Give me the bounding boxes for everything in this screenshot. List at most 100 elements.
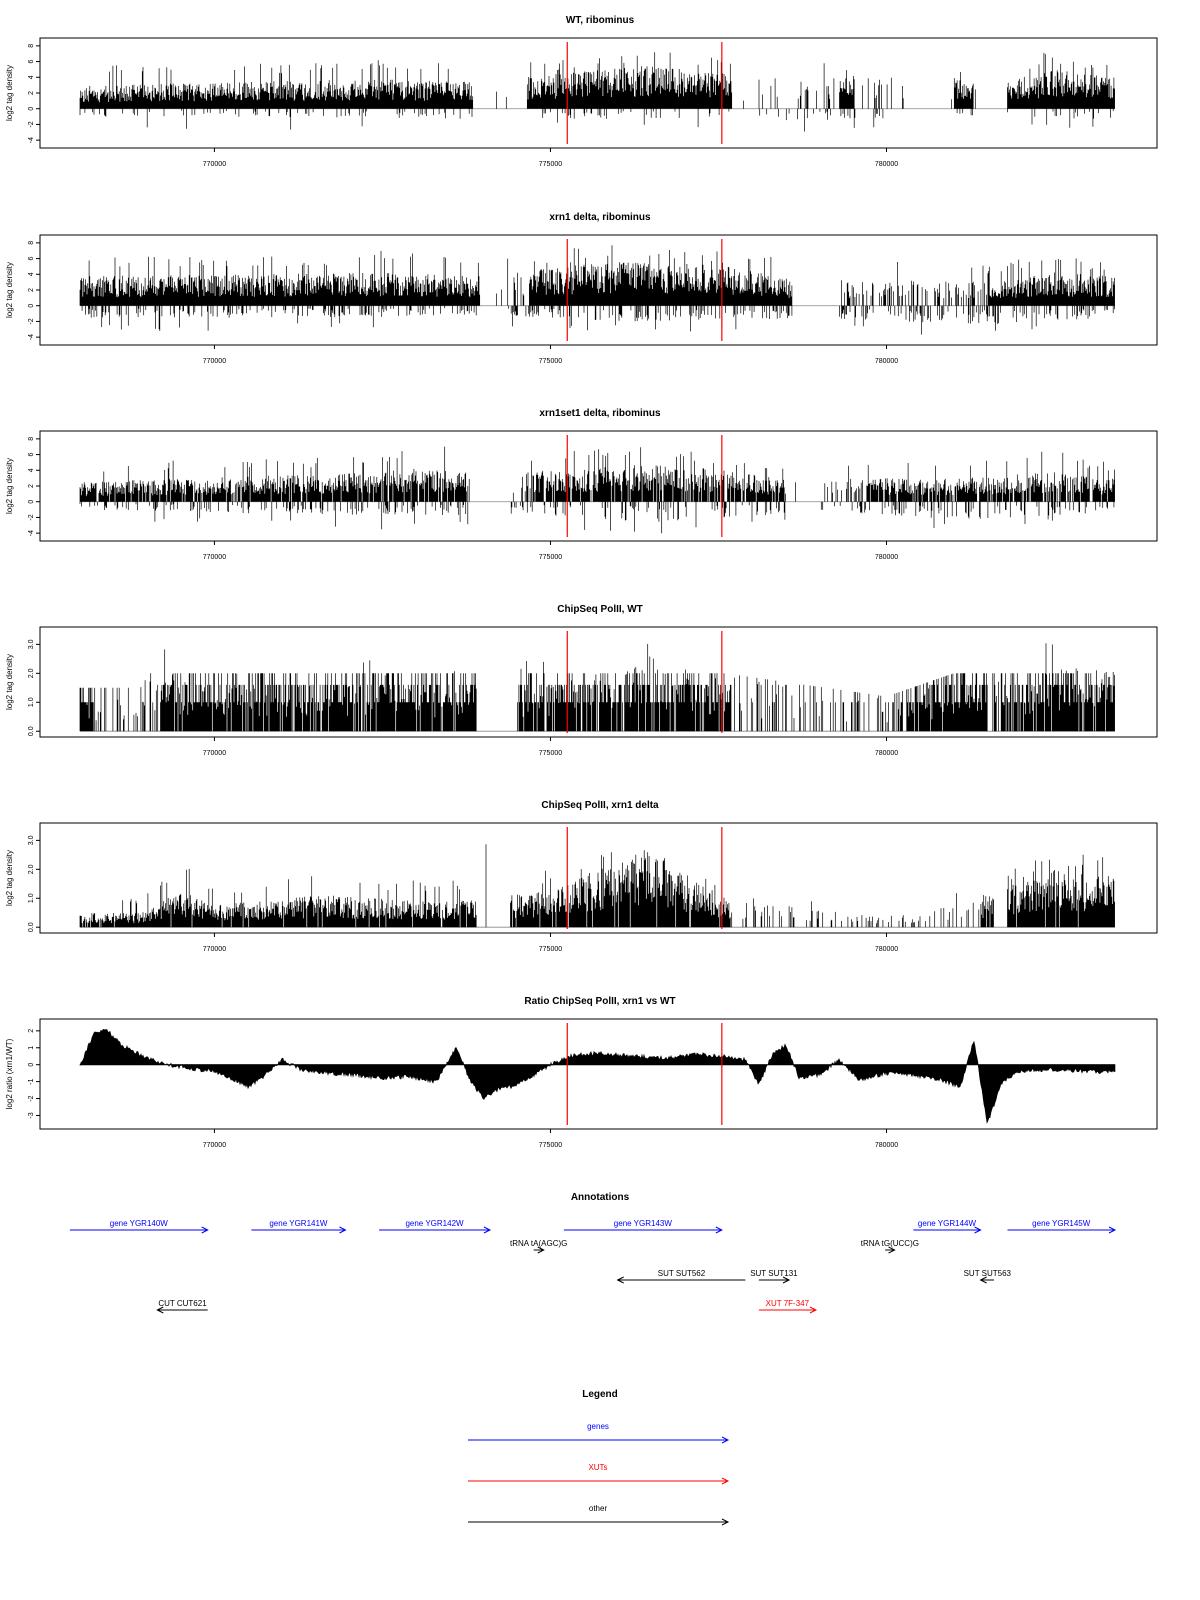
feature-sut-sut131: SUT SUT131 [750, 1269, 798, 1284]
data-series [79, 245, 1115, 335]
feature-arrow-head [616, 1276, 624, 1284]
y-tick-label: -4 [28, 334, 35, 340]
tag-density-bars [79, 245, 1115, 335]
tag-density-bars [79, 844, 1115, 928]
track-title: ChipSeq PolII, xrn1 delta [541, 800, 659, 811]
x-tick-label: 770000 [203, 554, 226, 561]
feature-gene-ygr140w: gene YGR140W [69, 1219, 209, 1234]
track-5: ChipSeq PolII, xrn1 delta 3.0 2.0 1.0 0.0 log… [5, 800, 1158, 953]
ratio-area [79, 1029, 1116, 1124]
feature-trna-ta-agc-g: tRNA tA(AGC)G [510, 1239, 567, 1254]
data-series [79, 844, 1115, 928]
x-tick-label: 770000 [203, 1142, 226, 1149]
feature-gene-ygr142w: gene YGR142W [379, 1219, 492, 1234]
legend-label: other [589, 1504, 608, 1513]
plot-frame [39, 822, 1158, 934]
feature-label: gene YGR145W [1032, 1219, 1091, 1228]
y-axis-label: log2 tag density [5, 262, 14, 318]
feature-arrow-head [974, 1226, 982, 1234]
feature-gene-ygr143w: gene YGR143W [563, 1219, 723, 1234]
y-tick-label: -2 [28, 121, 35, 127]
x-tick-label: 780000 [875, 750, 898, 757]
feature-arrow-head [201, 1226, 209, 1234]
y-tick-label: 4 [28, 468, 35, 472]
x-tick-label: 775000 [539, 1142, 562, 1149]
feature-label: gene YGR140W [110, 1219, 169, 1228]
feature-gene-ygr144w: gene YGR144W [913, 1219, 982, 1234]
legend-label: genes [587, 1422, 609, 1431]
y-tick-label: 3.0 [28, 835, 35, 845]
y-tick-label: 0 [28, 500, 35, 504]
y-tick-label: 1 [28, 1046, 35, 1050]
y-tick-label: -2 [28, 318, 35, 324]
y-tick-label: 3.0 [28, 639, 35, 649]
x-axis: 770000 775000 780000 [203, 737, 898, 757]
track-3: xrn1set1 delta, ribominus 8 6 4 2 0 -2 -4 log2 t… [5, 408, 1158, 561]
feature-arrow-head [715, 1226, 723, 1234]
y-axis-label: log2 tag density [5, 654, 14, 710]
data-series [79, 643, 1115, 732]
x-axis: 770000 775000 780000 [203, 933, 898, 953]
track-title: ChipSeq PolII, WT [557, 604, 643, 615]
y-tick-label: 0 [28, 107, 35, 111]
x-axis: 770000 775000 780000 [203, 148, 898, 168]
y-tick-label: 2 [28, 288, 35, 292]
feature-sut-sut563: SUT SUT563 [964, 1269, 1012, 1284]
x-tick-label: 770000 [203, 358, 226, 365]
x-tick-label: 775000 [539, 554, 562, 561]
y-tick-label: 2 [28, 484, 35, 488]
x-tick-label: 770000 [203, 161, 226, 168]
y-axis-label: log2 tag density [5, 850, 14, 906]
track-title: xrn1set1 delta, ribominus [539, 408, 661, 419]
legend-arrow-head [721, 1518, 730, 1526]
feature-arrow-head [809, 1306, 818, 1314]
y-tick-label: 4 [28, 75, 35, 79]
x-tick-label: 770000 [203, 946, 226, 953]
feature-arrow-head [483, 1226, 492, 1234]
y-tick-label: 6 [28, 453, 35, 457]
y-axis-label: log2 tag density [5, 65, 14, 121]
y-tick-label: 0.0 [28, 922, 35, 932]
x-axis: 770000 775000 780000 [203, 1129, 898, 1149]
feature-arrow-head [782, 1276, 791, 1284]
feature-arrow-head [156, 1306, 164, 1314]
legend-panel: Legend genes XUTs other [468, 1389, 730, 1526]
tag-density-bars [79, 446, 1115, 534]
feature-label: gene YGR142W [405, 1219, 464, 1228]
plot-frame [39, 1018, 1158, 1130]
feature-arrow-head [339, 1226, 347, 1234]
feature-label: SUT SUT562 [658, 1269, 706, 1278]
y-axis-label: log2 tag density [5, 458, 14, 514]
legend-arrow-head [721, 1436, 730, 1444]
y-tick-label: -1 [28, 1078, 35, 1084]
feature-cut-cut621: CUT CUT621 [156, 1299, 208, 1314]
legend-item-genes: genes [468, 1422, 730, 1444]
x-tick-label: 775000 [539, 750, 562, 757]
track-title: WT, ribominus [566, 15, 635, 26]
y-tick-label: 8 [28, 437, 35, 441]
data-series [79, 1029, 1116, 1124]
track-6: Ratio ChipSeq PolII, xrn1 vs WT 2 1 0 -1 -2 -3… [5, 996, 1158, 1149]
y-axis: 2 1 0 -1 -2 -3 [28, 1029, 40, 1119]
feature-label: SUT SUT131 [750, 1269, 798, 1278]
y-tick-label: 1.0 [28, 893, 35, 903]
x-axis: 770000 775000 780000 [203, 345, 898, 365]
x-tick-label: 780000 [875, 554, 898, 561]
feature-gene-ygr145w: gene YGR145W [1007, 1219, 1117, 1234]
y-tick-label: 2.0 [28, 864, 35, 874]
plot-frame [39, 626, 1158, 738]
y-tick-label: -4 [28, 137, 35, 143]
feature-label: tRNA tA(AGC)G [510, 1239, 567, 1248]
feature-xut-7f-347: XUT 7F-347 [758, 1299, 818, 1314]
legend-item-other: other [468, 1504, 730, 1526]
y-tick-label: 0 [28, 304, 35, 308]
y-tick-label: 4 [28, 272, 35, 276]
x-tick-label: 775000 [539, 161, 562, 168]
legend-arrow-head [721, 1477, 730, 1485]
x-tick-label: 770000 [203, 750, 226, 757]
y-tick-label: -2 [28, 514, 35, 520]
legend-label: XUTs [588, 1463, 607, 1472]
feature-gene-ygr141w: gene YGR141W [251, 1219, 347, 1234]
feature-label: tRNA tG(UCC)G [861, 1239, 919, 1248]
